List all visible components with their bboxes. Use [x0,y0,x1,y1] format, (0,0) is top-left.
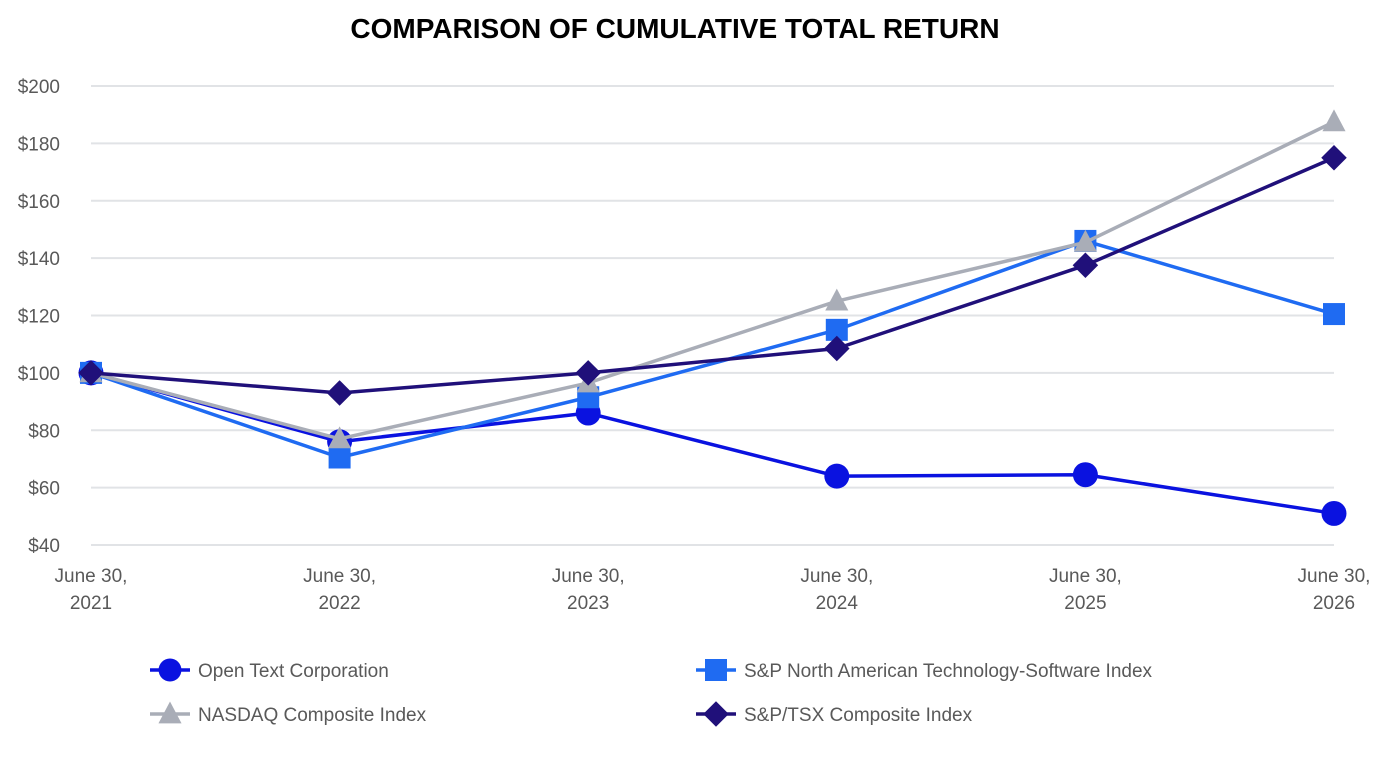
data-point-marker [1073,229,1097,252]
legend-label: S&P North American Technology-Software I… [744,661,1153,682]
series-1 [80,229,1345,469]
legend-item: Open Text Corporation [150,658,389,682]
legend-label: Open Text Corporation [198,661,389,682]
data-point-marker [825,288,849,311]
x-tick-label: June 30, [552,566,625,587]
series-line [90,156,1335,395]
data-point-marker [824,463,850,489]
legend-marker [705,659,727,681]
legend-marker [158,701,182,724]
series-3 [78,144,1347,406]
data-point-marker [328,426,352,449]
x-tick-label: June 30, [1049,566,1122,587]
legend-item: S&P North American Technology-Software I… [696,659,1153,682]
x-tick-label: 2026 [1313,593,1355,614]
y-tick-label: $40 [28,536,60,557]
y-tick-label: $200 [18,77,60,98]
x-tick-label: June 30, [55,566,128,587]
y-tick-label: $120 [18,307,60,328]
x-tick-label: 2024 [816,593,859,614]
series-line [90,371,1335,516]
y-tick-label: $160 [18,192,60,213]
series-line [90,120,1335,441]
x-tick-label: June 30, [303,566,376,587]
data-point-marker [1322,109,1346,132]
y-axis: $40 $60 $80 $100 $120 $140 $160 $180 $200 [18,77,60,557]
legend-marker [703,701,729,727]
x-tick-label: June 30, [1298,566,1371,587]
data-point-marker [1321,500,1347,526]
data-point-marker [1072,252,1099,279]
y-tick-label: $100 [18,364,60,385]
x-axis: June 30, 2021 June 30, 2022 June 30, 2023 June… [55,566,1371,614]
x-tick-label: 2021 [70,593,112,614]
x-tick-label: 2023 [567,593,609,614]
data-point-marker [575,360,601,386]
series-layer [78,109,1347,526]
x-tick-label: 2022 [318,593,360,614]
y-tick-label: $140 [18,249,60,270]
data-point-marker [326,380,353,406]
legend: Open Text Corporation S&P North American … [150,658,1153,727]
x-tick-label: June 30, [800,566,873,587]
data-point-marker [328,446,351,469]
y-tick-label: $80 [28,421,60,442]
legend-label: NASDAQ Composite Index [198,705,427,726]
gridlines [91,85,1334,546]
data-point-marker [1323,303,1345,326]
legend-item: NASDAQ Composite Index [150,701,427,726]
series-2 [79,109,1346,449]
legend-label: S&P/TSX Composite Index [744,705,973,726]
data-point-marker [825,318,848,341]
x-tick-label: 2025 [1064,593,1106,614]
y-tick-label: $180 [18,134,60,155]
legend-marker [158,658,182,682]
chart-title: COMPARISON OF CUMULATIVE TOTAL RETURN [350,13,999,44]
series-line [90,239,1335,460]
y-tick-label: $60 [28,479,60,500]
data-point-marker [78,360,104,386]
data-point-marker [1072,462,1098,488]
data-point-marker [824,335,850,362]
data-point-marker [1321,144,1347,171]
legend-item: S&P/TSX Composite Index [696,701,973,727]
series-0 [78,360,1347,526]
